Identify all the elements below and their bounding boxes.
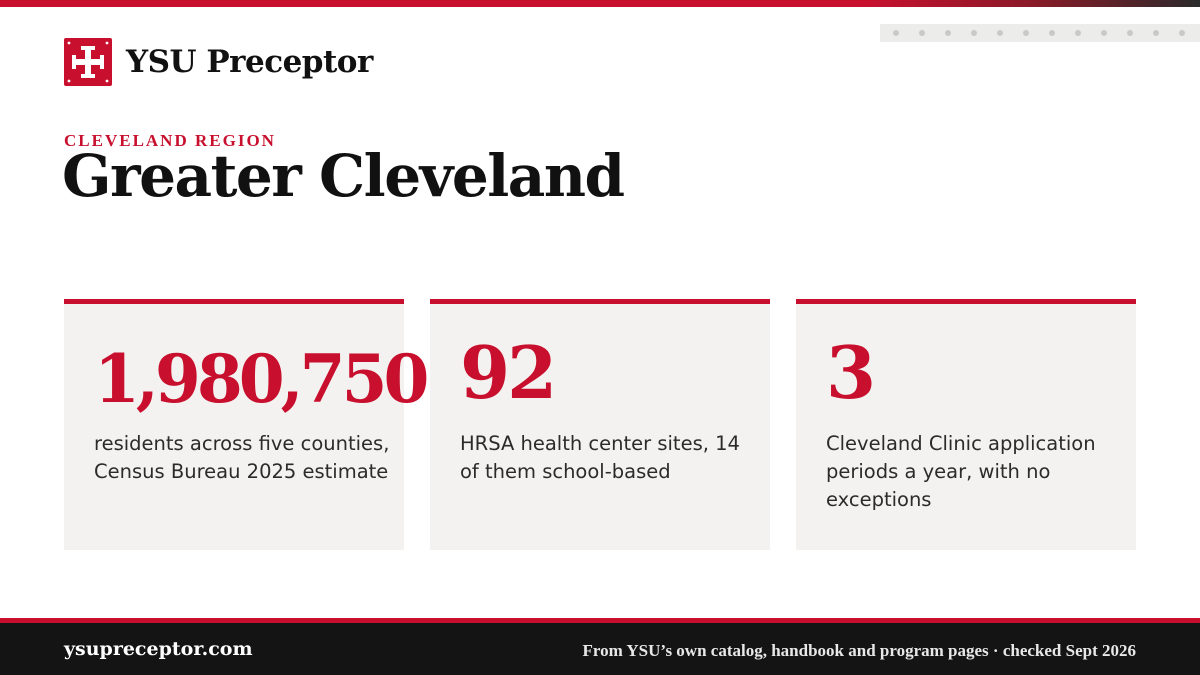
brand: YSU Preceptor [64,38,373,86]
brand-name: YSU Preceptor [126,44,373,80]
stat-value: 3 [826,330,876,415]
stat-card-application-periods: 3 Cleveland Clinic application periods a… [796,299,1136,550]
stat-value: 1,980,750 [94,340,429,418]
region-label: CLEVELAND REGION [64,131,276,150]
stat-card-residents: 1,980,750 residents across five counties… [64,299,429,550]
footer-site-link[interactable]: ysupreceptor.com [64,638,253,660]
stat-description: Cleveland Clinic application periods a y… [826,432,1096,511]
decorative-dot-strip [880,24,1200,42]
stat-value: 92 [460,330,557,415]
cross-potent-icon [64,38,112,86]
footer: ysupreceptor.com From YSU’s own catalog,… [0,618,1200,675]
stat-description: HRSA health center sites, 14 of them sch… [460,432,740,483]
stat-card-health-centers: 92 HRSA health center sites, 14 of them … [430,299,770,550]
footer-source-note: From YSU’s own catalog, handbook and pro… [582,641,1137,660]
page-title: Greater Cleveland [62,142,625,210]
top-accent-bar [0,0,1200,7]
stat-description: residents across five counties, Census B… [94,432,390,483]
